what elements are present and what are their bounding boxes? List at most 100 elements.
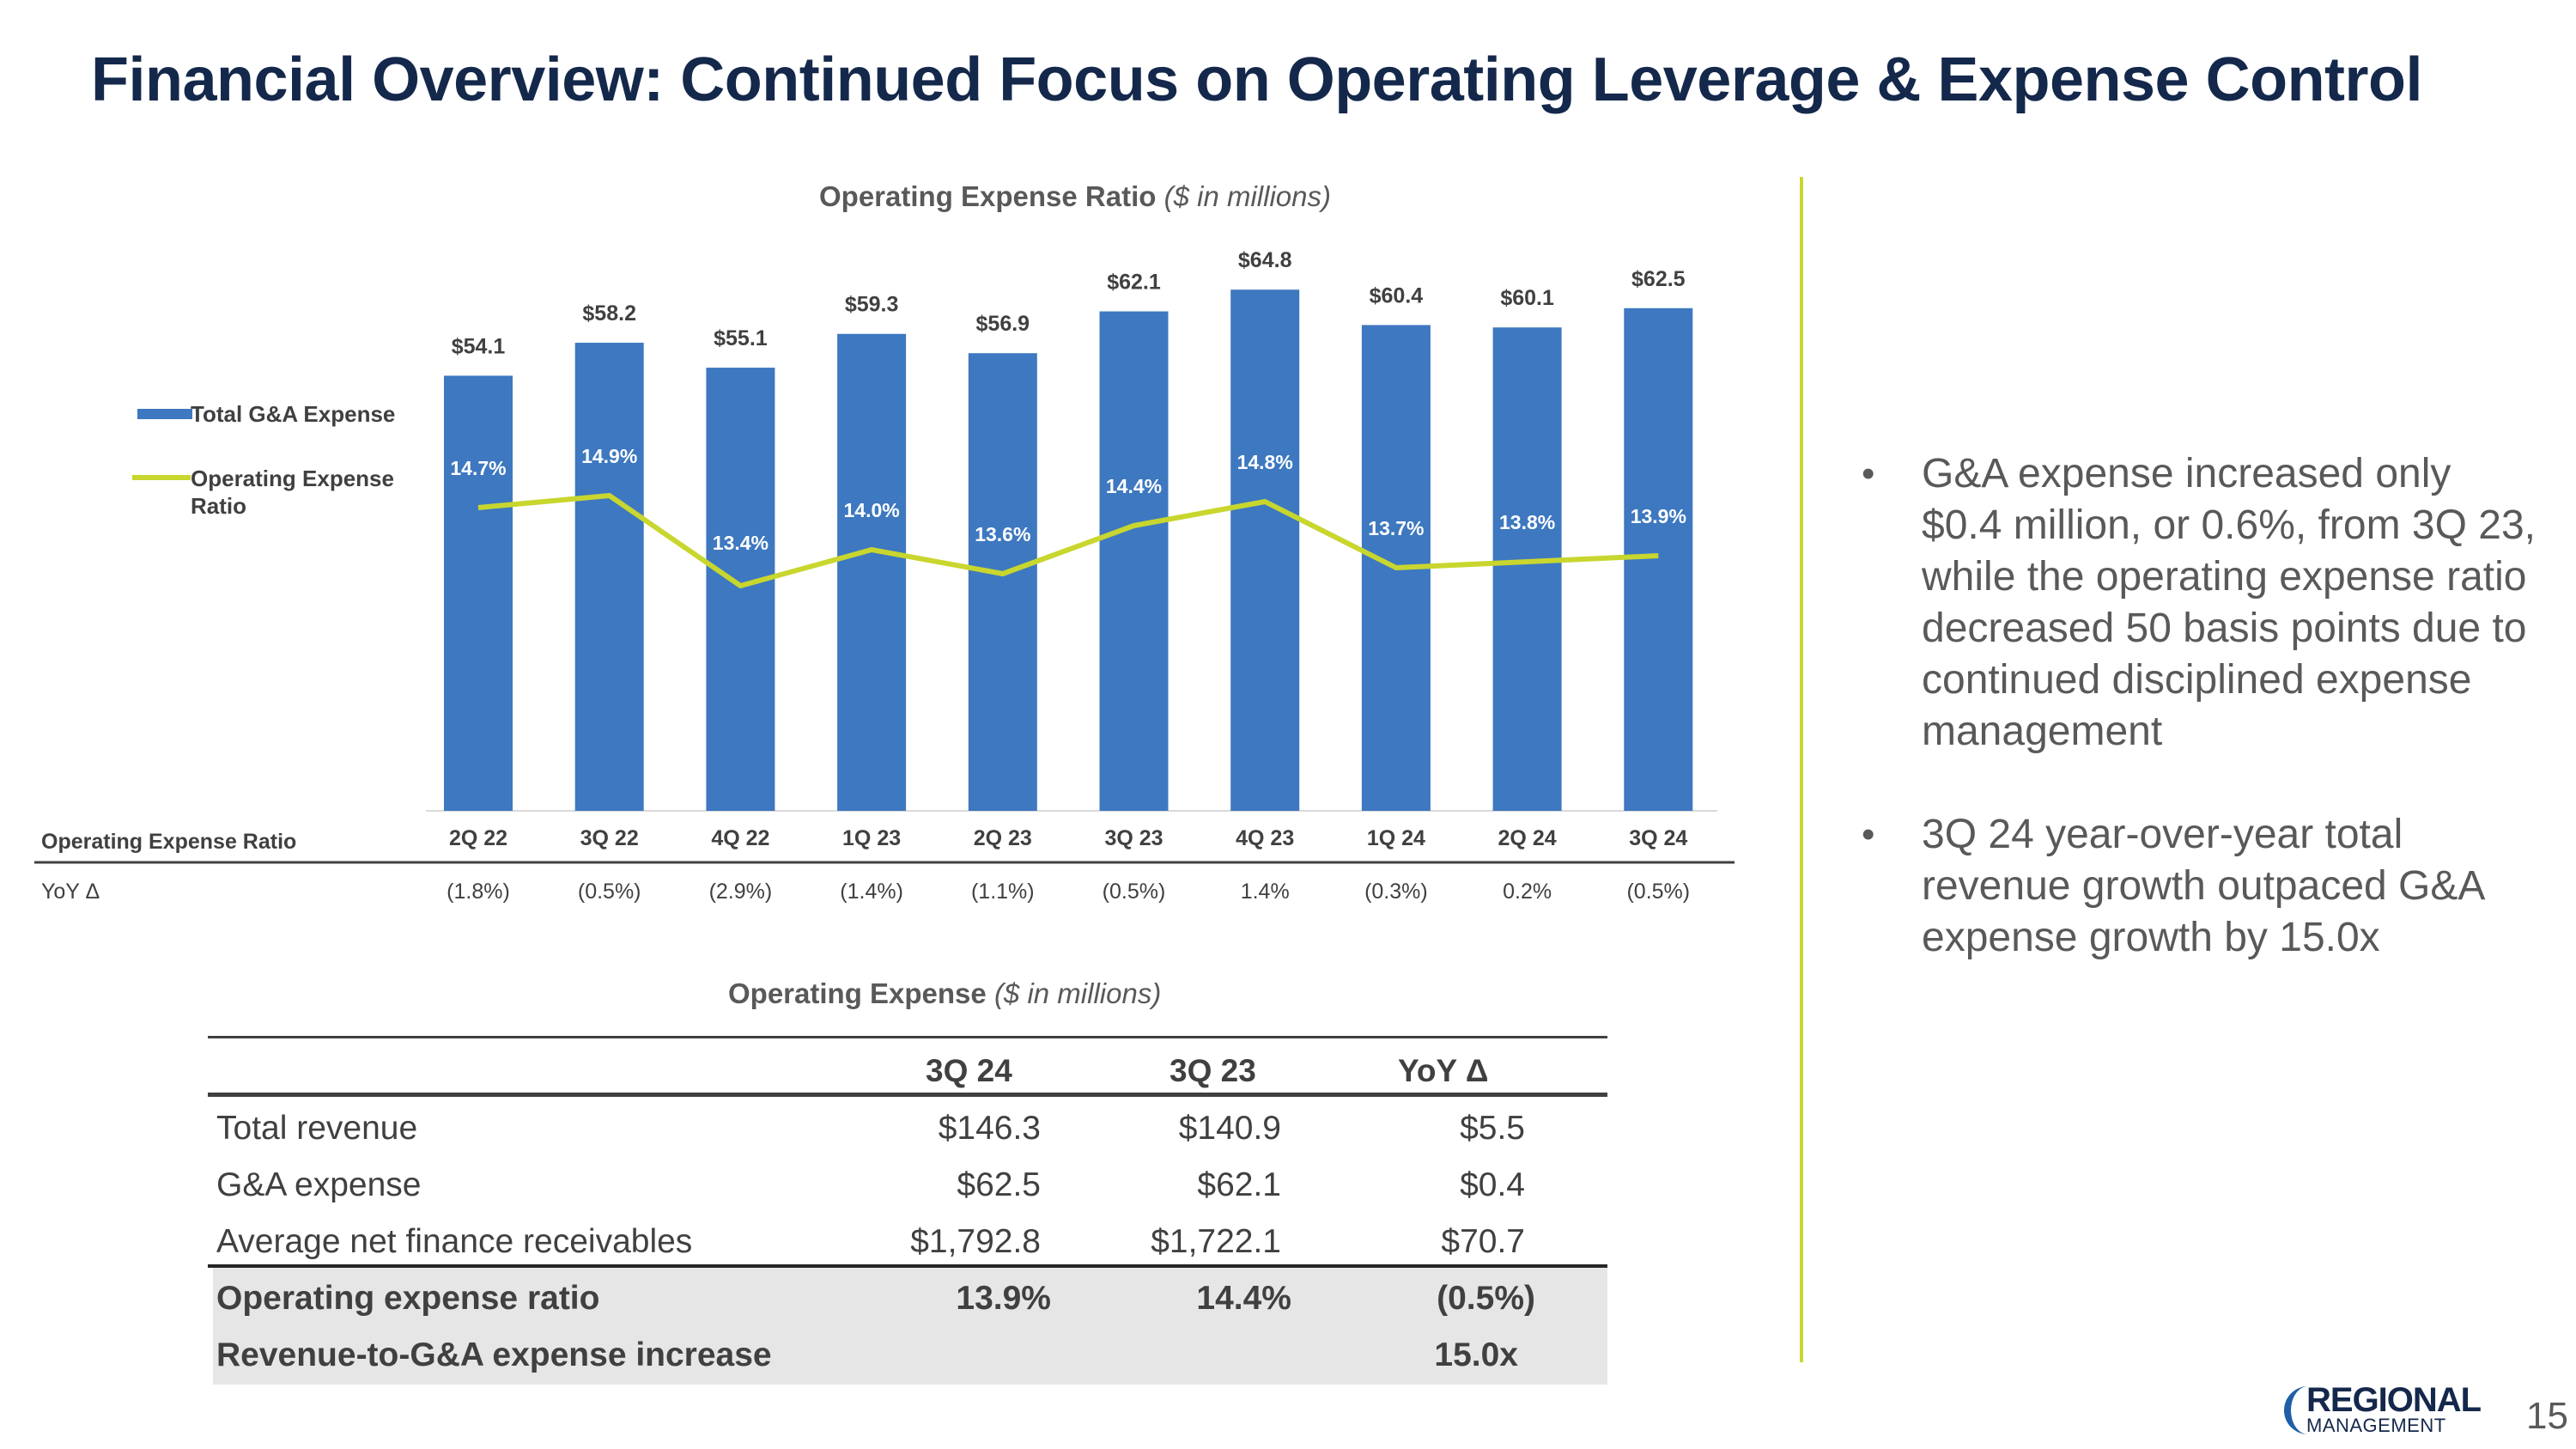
company-logo: REGIONAL MANAGEMENT bbox=[2284, 1381, 2482, 1436]
table-cell: 15.0x bbox=[1434, 1336, 1518, 1373]
bar-value-label: $62.1 bbox=[1107, 271, 1161, 295]
table-cell: $146.3 bbox=[938, 1110, 1041, 1147]
table-top-rule bbox=[208, 1036, 1607, 1038]
bar-value-label: $58.2 bbox=[582, 301, 636, 326]
bar bbox=[444, 375, 513, 811]
line-value-label: 13.8% bbox=[1499, 511, 1555, 533]
yoy-value: (2.9%) bbox=[709, 880, 773, 904]
x-tick-label: 1Q 23 bbox=[842, 826, 901, 850]
yoy-value: (0.3%) bbox=[1364, 880, 1428, 904]
bullet-item: • G&A expense increased only $0.4 millio… bbox=[1855, 448, 2542, 758]
table-cell: (0.5%) bbox=[1437, 1280, 1535, 1317]
legend-line-label-1: Operating Expense bbox=[191, 466, 394, 491]
bar bbox=[1624, 307, 1693, 812]
line-value-label: 13.4% bbox=[713, 532, 769, 554]
yoy-value: 1.4% bbox=[1241, 880, 1290, 904]
table-title-sub: ($ in millions) bbox=[993, 977, 1162, 1009]
logo-text-bottom: MANAGEMENT bbox=[2306, 1415, 2446, 1436]
bar-value-label: $56.9 bbox=[976, 312, 1030, 336]
yoy-value: (0.5%) bbox=[1103, 880, 1166, 904]
bar-value-label: $62.5 bbox=[1631, 267, 1686, 291]
x-tick-label: 2Q 22 bbox=[449, 826, 507, 850]
page-number: 15 bbox=[2526, 1395, 2568, 1437]
yoy-value: (1.4%) bbox=[840, 880, 903, 904]
table-header-3q24: 3Q 24 bbox=[926, 1053, 1012, 1088]
line-value-label: 13.6% bbox=[975, 523, 1030, 545]
legend-bar-swatch bbox=[137, 409, 192, 419]
bar bbox=[1230, 289, 1300, 812]
bullet-item: • 3Q 24 year-over-year total revenue gro… bbox=[1855, 809, 2542, 964]
x-tick-label: 3Q 22 bbox=[580, 826, 639, 850]
line-value-label: 14.4% bbox=[1106, 475, 1162, 497]
table-mid-rule bbox=[208, 1264, 1607, 1268]
line-value-label: 14.0% bbox=[843, 499, 899, 521]
table-cell: $62.5 bbox=[957, 1166, 1041, 1203]
bar bbox=[1099, 311, 1169, 811]
legend-line-label-2: Ratio bbox=[191, 493, 246, 519]
table-header-yoy: YoY Δ bbox=[1398, 1053, 1489, 1088]
line-value-label: 14.8% bbox=[1237, 451, 1293, 473]
table-cell: $70.7 bbox=[1441, 1223, 1525, 1260]
table-shaded-area bbox=[213, 1268, 1607, 1385]
bar-value-label: $64.8 bbox=[1238, 248, 1292, 272]
table-cell: 13.9% bbox=[956, 1280, 1051, 1317]
chart-title-main: Operating Expense Ratio bbox=[819, 180, 1157, 212]
bullet-text: G&A expense increased only $0.4 million,… bbox=[1922, 451, 2536, 754]
row-header: Operating Expense Ratio bbox=[41, 830, 296, 854]
bar-value-label: $60.4 bbox=[1370, 283, 1424, 307]
yoy-value: (0.5%) bbox=[1626, 880, 1690, 904]
logo-arc-icon bbox=[2284, 1386, 2325, 1434]
bullet-list: • G&A expense increased only $0.4 millio… bbox=[1855, 448, 2542, 1015]
table-row-label: G&A expense bbox=[216, 1166, 422, 1203]
yoy-value: 0.2% bbox=[1503, 880, 1552, 904]
chart-title-sub: ($ in millions) bbox=[1163, 180, 1331, 212]
line-value-label: 14.7% bbox=[450, 457, 506, 479]
bullet-dot: • bbox=[1862, 813, 1875, 855]
bar bbox=[1492, 327, 1562, 811]
table-row-label: Total revenue bbox=[216, 1110, 418, 1147]
x-tick-label: 4Q 23 bbox=[1236, 826, 1294, 850]
table-row-label: Average net finance receivables bbox=[216, 1223, 693, 1260]
divider-line bbox=[1800, 177, 1803, 1362]
yoy-value: (0.5%) bbox=[578, 880, 641, 904]
bar bbox=[837, 333, 907, 812]
line-value-label: 13.9% bbox=[1631, 505, 1686, 527]
x-tick-label: 2Q 23 bbox=[974, 826, 1032, 850]
x-tick-label: 1Q 24 bbox=[1367, 826, 1425, 850]
table-row-label: Revenue-to-G&A expense increase bbox=[216, 1336, 772, 1373]
table-cell: $1,792.8 bbox=[910, 1223, 1041, 1260]
bar-value-label: $55.1 bbox=[714, 326, 768, 350]
table-header-3q23: 3Q 23 bbox=[1170, 1053, 1256, 1088]
line-value-label: 13.7% bbox=[1368, 517, 1424, 539]
table-row-label: Operating expense ratio bbox=[216, 1280, 600, 1317]
bullet-dot: • bbox=[1862, 453, 1875, 495]
line-value-label: 14.9% bbox=[581, 445, 637, 467]
legend-bar-label: Total G&A Expense bbox=[191, 401, 395, 427]
logo-text-top: REGIONAL bbox=[2306, 1381, 2482, 1419]
ratio-line bbox=[477, 493, 1659, 588]
table-cell: $0.4 bbox=[1460, 1166, 1525, 1203]
table-cell: $1,722.1 bbox=[1151, 1223, 1281, 1260]
table-cell: $62.1 bbox=[1197, 1166, 1281, 1203]
table-title-main: Operating Expense bbox=[728, 977, 987, 1009]
x-tick-label: 3Q 23 bbox=[1104, 826, 1163, 850]
table-cell: $5.5 bbox=[1460, 1110, 1525, 1147]
bar-value-label: $59.3 bbox=[845, 293, 899, 317]
yoy-value: (1.1%) bbox=[971, 880, 1035, 904]
bar-value-label: $54.1 bbox=[452, 334, 506, 358]
chart-title: Operating Expense Ratio ($ in millions) bbox=[819, 180, 1331, 213]
table-cell: 14.4% bbox=[1196, 1280, 1291, 1317]
bar bbox=[968, 353, 1037, 811]
table-header-rule bbox=[208, 1093, 1607, 1097]
bullet-text: 3Q 24 year-over-year total revenue growt… bbox=[1922, 812, 2483, 960]
table-title: Operating Expense ($ in millions) bbox=[728, 977, 1161, 1010]
x-tick-label: 2Q 24 bbox=[1498, 826, 1557, 850]
x-tick-label: 3Q 24 bbox=[1629, 826, 1687, 850]
bar-value-label: $60.1 bbox=[1500, 286, 1554, 310]
yoy-value: (1.8%) bbox=[447, 880, 510, 904]
operating-expense-chart: $54.1 2Q 22 (1.8%) $58.2 3Q 22 (0.5%) $55.1 4Q … bbox=[34, 248, 1735, 904]
page-title: Financial Overview: Continued Focus on O… bbox=[91, 46, 2423, 114]
yoy-label: YoY Δ bbox=[41, 880, 100, 904]
table-cell: $140.9 bbox=[1178, 1110, 1281, 1147]
x-tick-label: 4Q 22 bbox=[711, 826, 769, 850]
